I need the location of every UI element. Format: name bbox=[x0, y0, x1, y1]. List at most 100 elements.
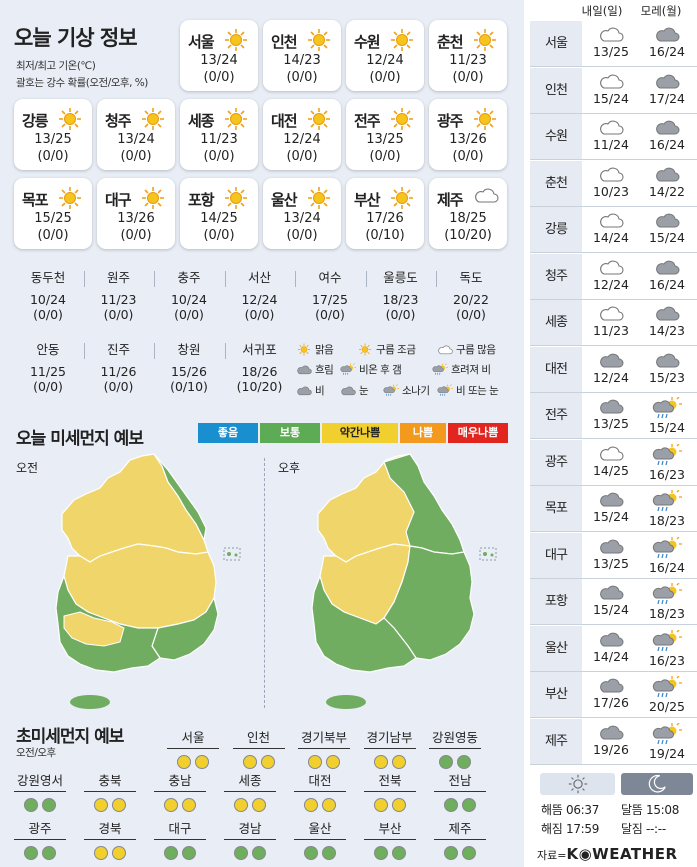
forecast-day1-temp: 13/25 bbox=[592, 44, 630, 59]
dust-pm-label: 오후 bbox=[278, 461, 301, 475]
overcast-icon bbox=[638, 211, 696, 229]
city-temp: 18/25 bbox=[449, 211, 487, 226]
small-city-prob: (0/0) bbox=[33, 307, 63, 322]
city-name: 부산 bbox=[354, 191, 381, 209]
overcast-icon bbox=[638, 72, 696, 90]
city-temp: 13/24 bbox=[117, 132, 155, 147]
small-city-cell: 서귀포 18/26 (10/20) bbox=[224, 340, 296, 394]
pm25-region: 경기남부 bbox=[360, 727, 420, 769]
legend-rain-then-clear-icon bbox=[437, 384, 453, 397]
pm25-region: 전북 bbox=[360, 770, 420, 812]
cloud-icon bbox=[582, 25, 640, 43]
sun-icon bbox=[473, 107, 497, 131]
legend-overcast: 흐림 bbox=[296, 362, 334, 377]
pm25-region: 전남 bbox=[430, 770, 490, 812]
map-jeju-island bbox=[326, 695, 366, 709]
small-city-prob: (0/0) bbox=[385, 307, 416, 322]
forecast-day1-temp: 13/25 bbox=[592, 416, 630, 431]
forecast-day2-temp: 15/24 bbox=[648, 230, 686, 245]
pm25-subtitle: 오전/오후 bbox=[16, 747, 56, 759]
source-prefix: 자료= bbox=[537, 849, 567, 862]
sun-icon bbox=[307, 186, 331, 210]
small-city-cell: 여수 17/25 (0/0) bbox=[294, 268, 366, 322]
city-name: 제주 bbox=[437, 191, 464, 209]
column-divider bbox=[83, 271, 85, 287]
pm25-pm-dot bbox=[252, 846, 266, 860]
city-card: 포항 14/25 (0/0) bbox=[180, 178, 258, 249]
legend-rain: 비 bbox=[296, 383, 325, 398]
rain-then-clear-icon bbox=[638, 443, 696, 466]
forecast-row: 울산 14/24 16/23 bbox=[530, 625, 697, 672]
city-card: 목포 15/25 (0/0) bbox=[14, 178, 92, 249]
sun-outline-icon bbox=[568, 774, 587, 794]
overcast-icon bbox=[638, 258, 696, 276]
small-city-temp: 11/26 bbox=[100, 364, 137, 379]
pm25-region-name: 광주 bbox=[14, 818, 66, 840]
pm25-region: 세종 bbox=[220, 770, 280, 812]
pm25-region: 부산 bbox=[360, 818, 420, 860]
map-east-region bbox=[153, 453, 207, 542]
column-divider bbox=[83, 343, 85, 359]
source-credit: 자료=K◉WEATHER bbox=[537, 845, 678, 863]
column-divider bbox=[295, 271, 296, 287]
overcast-icon bbox=[638, 304, 696, 322]
city-rain-prob: (0/0) bbox=[452, 70, 484, 85]
sun-icon bbox=[390, 28, 414, 52]
cloud-icon bbox=[582, 211, 640, 229]
city-rain-prob: (0/0) bbox=[120, 149, 152, 164]
pm25-region-name: 강원영동 bbox=[429, 727, 481, 749]
small-city-cell: 서산 12/24 (0/0) bbox=[224, 268, 296, 322]
small-city-name: 서산 bbox=[247, 270, 271, 285]
legend-overcast-icon bbox=[296, 363, 312, 376]
forecast-city: 대전 bbox=[530, 346, 582, 392]
forecast-day1-temp: 12/24 bbox=[592, 369, 630, 385]
pm25-region-name: 경기남부 bbox=[363, 727, 416, 749]
forecast-day2-temp: 15/23 bbox=[648, 369, 686, 385]
forecast-row: 춘천 10/23 14/22 bbox=[530, 160, 697, 207]
city-temp: 15/25 bbox=[34, 211, 72, 226]
forecast-city: 목포 bbox=[530, 486, 582, 531]
rain-then-clear-icon bbox=[638, 397, 696, 419]
forecast-city: 청주 bbox=[530, 253, 582, 299]
cloud-icon bbox=[473, 186, 499, 210]
forecast-day2-temp: 16/24 bbox=[648, 44, 686, 59]
sun-icon bbox=[390, 107, 414, 131]
legend-rain-or-snow: 비 또는 눈 bbox=[437, 383, 499, 398]
city-rain-prob: (0/0) bbox=[203, 70, 235, 85]
forecast-day2-temp: 16/24 bbox=[648, 559, 686, 575]
temp-note: 최저/최고 기온(℃) bbox=[16, 60, 96, 72]
legend-shower: 소나기 bbox=[383, 383, 430, 398]
forecast-city: 부산 bbox=[530, 672, 582, 717]
map-southeast-region bbox=[383, 545, 475, 661]
sun-icon bbox=[141, 107, 165, 131]
forecast-day1-temp: 15/24 bbox=[592, 90, 630, 106]
sun-icon bbox=[58, 107, 82, 131]
small-city-temp: 10/24 bbox=[29, 292, 67, 307]
city-name: 서울 bbox=[188, 33, 215, 51]
overcast-icon bbox=[638, 25, 696, 43]
city-name: 수원 bbox=[354, 33, 381, 51]
forecast-city: 인천 bbox=[530, 67, 582, 113]
small-city-name: 충주 bbox=[177, 270, 201, 285]
pm25-pm-dot bbox=[326, 755, 340, 769]
pm25-region-name: 대전 bbox=[294, 770, 346, 792]
pm25-am-dot bbox=[374, 798, 388, 812]
city-rain-prob: (0/0) bbox=[120, 228, 152, 243]
forecast-city: 대구 bbox=[530, 532, 582, 578]
pm25-pm-dot bbox=[182, 798, 196, 812]
small-city-cell: 동두천 10/24 (0/0) bbox=[12, 268, 84, 322]
overcast-icon bbox=[582, 723, 640, 741]
legend-cloudy-rain: 흐려져 비 bbox=[432, 362, 491, 377]
forecast-row: 광주 14/25 16/23 bbox=[530, 439, 697, 486]
dust-map-pm bbox=[311, 453, 497, 709]
map-divider bbox=[264, 458, 265, 708]
forecast-city: 수원 bbox=[530, 114, 582, 159]
legend-sun-icon bbox=[357, 343, 373, 356]
legend-many-clouds: 구름 많음 bbox=[437, 342, 496, 357]
city-card: 서울 13/24 (0/0) bbox=[180, 20, 258, 91]
legend-sun-icon bbox=[296, 343, 312, 356]
map-jeju-island bbox=[70, 695, 110, 709]
pm25-pm-dot bbox=[195, 755, 209, 769]
rain-then-clear-icon bbox=[638, 676, 696, 698]
small-city-prob: (0/0) bbox=[244, 307, 275, 322]
